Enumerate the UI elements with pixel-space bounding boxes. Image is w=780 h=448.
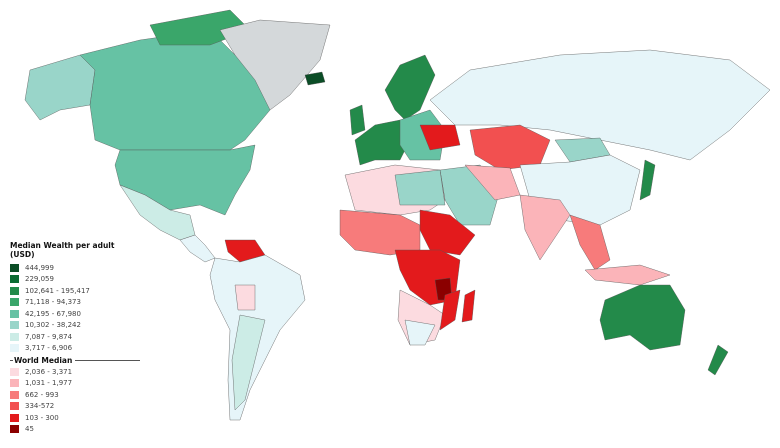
region-usa — [114, 144, 256, 216]
region-bolivia — [234, 284, 256, 311]
region-central-america — [179, 234, 216, 263]
legend-swatch — [10, 332, 19, 341]
legend-label: 334-572 — [25, 402, 55, 411]
legend-swatch — [10, 379, 19, 388]
region-southeast-asia — [569, 214, 611, 271]
legend-label: 2,036 - 3,371 — [25, 367, 73, 376]
legend-item: 45 — [10, 424, 140, 436]
legend-item: 3,717 - 6,906 — [10, 343, 140, 355]
legend-label: 229,059 — [25, 275, 54, 284]
legend-label: 71,118 - 94,373 — [25, 298, 81, 307]
region-west-africa — [339, 209, 421, 256]
legend-swatch — [10, 309, 19, 318]
legend-label: 7,087 - 9,874 — [25, 332, 73, 341]
legend-item: 444,999 — [10, 262, 140, 274]
region-greenland — [219, 19, 331, 111]
legend-swatch — [10, 425, 19, 434]
region-australia — [599, 284, 686, 351]
legend-label: 1,031 - 1,977 — [25, 379, 73, 388]
legend: Median Wealth per adult (USD) 444,999 229… — [10, 241, 140, 435]
legend-swatch — [10, 413, 19, 422]
legend-label: 10,302 - 38,242 — [25, 321, 81, 330]
legend-item: 334-572 — [10, 401, 140, 413]
legend-item: 1,031 - 1,977 — [10, 378, 140, 390]
region-india — [519, 194, 571, 261]
region-kazakhstan — [469, 124, 551, 171]
region-indonesia — [584, 264, 671, 286]
region-japan — [639, 159, 656, 201]
region-madagascar — [461, 289, 476, 323]
legend-label: 103 - 300 — [25, 413, 59, 422]
legend-label: 42,195 - 67,980 — [25, 309, 81, 318]
legend-item: 102,641 - 195,417 — [10, 285, 140, 297]
region-scandinavia — [384, 54, 436, 121]
region-sudan-ethiopia — [419, 209, 476, 256]
legend-item: 71,118 - 94,373 — [10, 297, 140, 309]
region-new-zealand — [707, 344, 729, 376]
legend-item: 662 - 993 — [10, 389, 140, 401]
region-ukraine — [419, 124, 461, 151]
region-south-africa — [404, 319, 436, 346]
legend-swatch — [10, 321, 19, 330]
region-alaska — [24, 54, 96, 121]
legend-label: 444,999 — [25, 263, 54, 272]
legend-label: 45 — [25, 425, 34, 434]
legend-item: 42,195 - 67,980 — [10, 308, 140, 320]
legend-swatch — [10, 402, 19, 411]
legend-swatch — [10, 298, 19, 307]
region-iceland — [304, 71, 326, 86]
legend-swatch — [10, 390, 19, 399]
legend-label: 102,641 - 195,417 — [25, 286, 90, 295]
legend-item: 10,302 - 38,242 — [10, 320, 140, 332]
world-median-divider: World Median — [10, 354, 140, 366]
region-uk — [349, 104, 366, 136]
region-mozambique — [439, 289, 461, 331]
legend-item: 103 - 300 — [10, 412, 140, 424]
legend-title: Median Wealth per adult (USD) — [10, 241, 115, 259]
legend-swatch — [10, 344, 19, 353]
legend-item: 7,087 - 9,874 — [10, 331, 140, 343]
legend-swatch — [10, 275, 19, 284]
legend-swatch — [10, 263, 19, 272]
legend-item: 2,036 - 3,371 — [10, 366, 140, 378]
legend-label: 3,717 - 6,906 — [25, 344, 73, 353]
legend-swatch — [10, 286, 19, 295]
region-chile-argentina — [231, 314, 266, 411]
legend-item: 229,059 — [10, 274, 140, 286]
region-russia — [429, 49, 771, 161]
region-egypt-libya — [394, 169, 446, 206]
legend-swatch — [10, 367, 19, 376]
world-median-label: World Median — [14, 355, 73, 365]
legend-label: 662 - 993 — [25, 390, 59, 399]
